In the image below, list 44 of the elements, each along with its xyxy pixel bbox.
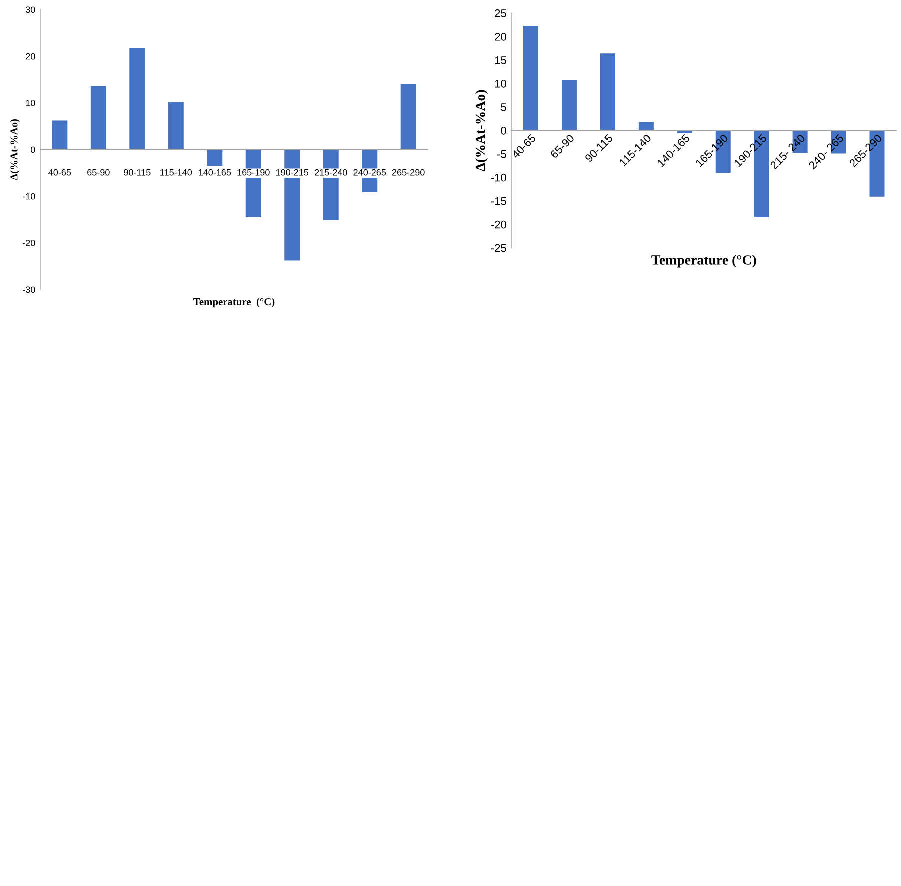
y-tick-label: 15 — [495, 56, 506, 64]
bar — [600, 54, 616, 131]
y-tick-label: 10 — [26, 100, 36, 106]
x-tick-label: 65-90 — [88, 169, 110, 176]
y-tick-label: -10 — [491, 174, 506, 182]
x-axis-title: Temperature (°C) — [194, 298, 275, 308]
x-tick-label: 265-290 — [392, 169, 425, 176]
y-tick-label: 20 — [26, 53, 36, 60]
x-tick-label: 240-265 — [354, 169, 386, 176]
bar — [400, 84, 416, 150]
x-axis-title: Temperature (°C) — [652, 255, 756, 268]
x-tick-label: 40-65 — [48, 169, 72, 176]
y-tick-label: -15 — [491, 198, 506, 206]
y-tick-label: 0 — [501, 126, 506, 135]
y-tick-label: -30 — [23, 286, 36, 294]
y-tick-label: 10 — [495, 80, 506, 88]
y-tick-label: -20 — [491, 220, 506, 229]
bar — [638, 122, 654, 131]
y-tick-label: 30 — [26, 6, 36, 14]
y-tick-label: 0 — [31, 146, 36, 154]
bar — [207, 150, 223, 166]
x-tick-label: 190-215 — [276, 169, 309, 176]
y-axis-title: Δ(%At-%Ao) — [10, 119, 20, 180]
y-axis-title: Δ(%At-%Ao) — [475, 90, 488, 172]
x-tick-label: 115-140 — [160, 169, 192, 176]
x-tick-label: 90-115 — [124, 169, 151, 176]
x-tick-label: 215-240 — [315, 169, 348, 176]
y-tick-label: -10 — [23, 193, 36, 200]
y-tick-label: -25 — [491, 244, 506, 252]
x-tick-label: 165-190 — [238, 169, 270, 176]
y-tick-label: 25 — [495, 10, 506, 18]
y-tick-label: -5 — [498, 150, 506, 158]
bar — [562, 80, 577, 131]
bar — [524, 26, 539, 131]
x-tick-label: 215- 240 — [770, 134, 806, 170]
y-tick-label: -20 — [23, 240, 36, 246]
bar — [90, 86, 106, 150]
x-tick-label: 240- 265 — [808, 134, 844, 170]
x-tick-label: 140-165 — [199, 169, 232, 176]
bar — [130, 48, 146, 150]
bar — [52, 120, 68, 150]
bar — [168, 102, 184, 150]
y-tick-label: 5 — [501, 104, 506, 112]
y-tick-label: 20 — [495, 33, 506, 41]
